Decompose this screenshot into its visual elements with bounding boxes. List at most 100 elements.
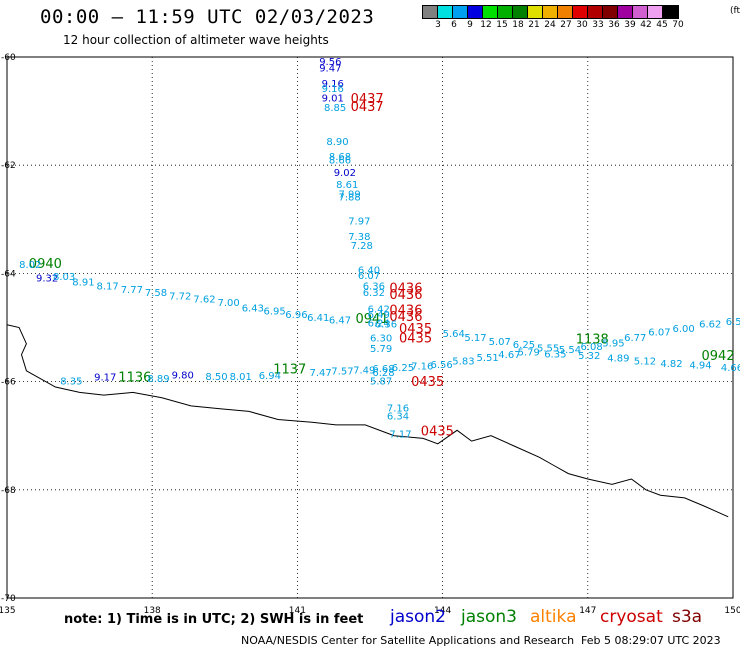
wave-height-label: 7.47 [310, 368, 332, 379]
pass-time-label: 1136 [118, 371, 151, 386]
colorbar-tick-label: 18 [512, 20, 524, 30]
colorbar-tick-label: 30 [576, 20, 588, 30]
colorbar-swatch [588, 6, 603, 18]
pass-time-label: 0942 [702, 349, 735, 364]
wave-height-label: 9.17 [94, 373, 116, 384]
wave-height-label: 8.89 [147, 374, 169, 385]
colorbar-tick-label: 33 [592, 20, 604, 30]
pass-time-label: 0437 [351, 92, 384, 107]
wave-height-label: 7.58 [145, 288, 167, 299]
wave-height-label: 8.85 [324, 103, 346, 114]
colorbar-ticks: 3 6 9 12 15 18 21 24 27 30 33 36 39 42 45 70 [422, 19, 684, 31]
wave-height-label: 8.17 [97, 282, 119, 293]
wave-height-label: 7.49 [353, 366, 375, 377]
colorbar-tick-label: 39 [624, 20, 636, 30]
wave-height-label: 8.91 [72, 277, 94, 288]
lat-tick-label: -64 [1, 269, 16, 279]
wave-height-label: 5.07 [489, 337, 511, 348]
wave-height-label: 5.83 [452, 356, 474, 367]
pass-time-label: 0436 [389, 281, 422, 296]
colorbar-tick-label: 9 [467, 20, 473, 30]
lat-tick-label: -60 [1, 53, 16, 63]
lon-tick-label: 147 [579, 606, 596, 616]
lat-tick-label: -66 [1, 378, 16, 388]
wave-height-label: 6.00 [673, 324, 695, 335]
wave-height-label: 7.16 [387, 403, 409, 414]
wave-height-label: 9.01 [322, 93, 344, 104]
wave-height-label: 8.66 [329, 156, 351, 167]
wave-height-label: 4.89 [607, 354, 629, 365]
pass-time-label: 0436 [389, 310, 422, 325]
wave-height-label: 8.68 [329, 152, 351, 163]
wave-height-label: 6.49 [368, 310, 390, 321]
wave-height-label: 6.95 [264, 307, 286, 318]
colorbar-swatch [438, 6, 453, 18]
wave-height-label: 6.36 [363, 282, 385, 293]
pass-time-label: 0435 [421, 425, 454, 440]
wave-height-label: 9.16 [322, 84, 344, 95]
wave-height-label: 6.47 [329, 316, 351, 327]
wave-height-label: 7.62 [193, 295, 215, 306]
wave-height-label: 6.32 [363, 288, 385, 299]
wave-height-label: 6.08 [581, 342, 603, 353]
colorbar-tick-label: 12 [480, 20, 492, 30]
colorbar-swatch [483, 6, 498, 18]
lon-tick-label: 138 [144, 606, 161, 616]
wave-height-label: 7.16 [411, 362, 433, 373]
colorbar-tick-label: 45 [656, 20, 668, 30]
colorbar-tick-label: 36 [608, 20, 620, 30]
wave-height-label: 6.35 [544, 349, 566, 360]
wave-height-label: 6.42 [368, 304, 390, 315]
colorbar-tick-label: 70 [672, 20, 684, 30]
colorbar-swatch [543, 6, 558, 18]
wave-height-label: 8.01 [230, 372, 252, 383]
wave-height-label: 5.79 [370, 344, 392, 355]
wave-height-label: 6.56 [431, 360, 453, 371]
wave-height-label: 5.54 [559, 345, 581, 356]
pass-time-label: 0435 [411, 375, 444, 390]
legend-jason3: jason3 [461, 607, 517, 627]
colorbar-swatches [422, 5, 679, 19]
lon-tick-label: 141 [289, 606, 306, 616]
colorbar-tick-label: 42 [640, 20, 652, 30]
wave-height-label: 6.24 [368, 318, 390, 329]
wave-height-label: 9.47 [319, 64, 341, 75]
wave-height-label: 5.32 [578, 351, 600, 362]
wave-height-label: 9.56 [319, 57, 341, 68]
colorbar-swatch [663, 6, 678, 18]
wave-height-label: 7.38 [348, 232, 370, 243]
colorbar-tick-label: 6 [451, 20, 457, 30]
wave-height-label: 5.55 [537, 343, 559, 354]
wave-height-label: 7.77 [121, 285, 143, 296]
legend-altika: altika [530, 607, 577, 627]
wave-height-label: 5.95 [602, 338, 624, 349]
page-subtitle: 12 hour collection of altimeter wave hei… [63, 33, 329, 47]
wave-height-label: 6.77 [624, 333, 646, 344]
lon-tick-label: 144 [434, 606, 451, 616]
colorbar-tick-label: 27 [560, 20, 572, 30]
wave-height-label: 6.40 [358, 265, 380, 276]
wave-height-label: 6.55 [726, 317, 740, 328]
wave-height-label: 6.28 [372, 368, 394, 379]
colorbar-tick-label: 3 [435, 20, 441, 30]
wave-height-label: 6.43 [242, 303, 264, 314]
footer-note: note: 1) Time is in UTC; 2) SWH is in fe… [64, 612, 364, 627]
map-frame [6, 56, 734, 599]
wave-height-label: 6.62 [699, 320, 721, 331]
page-title: 00:00 – 11:59 UTC 02/03/2023 [40, 6, 375, 28]
wave-height-label: 6.25 [392, 363, 414, 374]
wave-height-label: 8.35 [60, 376, 82, 387]
legend-s3a: s3a [672, 607, 703, 627]
wave-height-label: 9.02 [334, 168, 356, 179]
footer-timestamp: Feb 5 08:29:07 UTC 2023 [581, 634, 721, 647]
wave-height-label: 5.64 [443, 329, 465, 340]
wave-height-label: 7.28 [351, 241, 373, 252]
wave-height-label: 4.82 [660, 359, 682, 370]
colorbar-swatch [513, 6, 528, 18]
wave-height-label: 6.07 [648, 328, 670, 339]
wave-height-label: 6.94 [259, 371, 281, 382]
wave-height-label: 7.00 [218, 298, 240, 309]
colorbar-swatch [648, 6, 663, 18]
coastline [6, 324, 729, 518]
wave-height-label: 5.17 [464, 333, 486, 344]
